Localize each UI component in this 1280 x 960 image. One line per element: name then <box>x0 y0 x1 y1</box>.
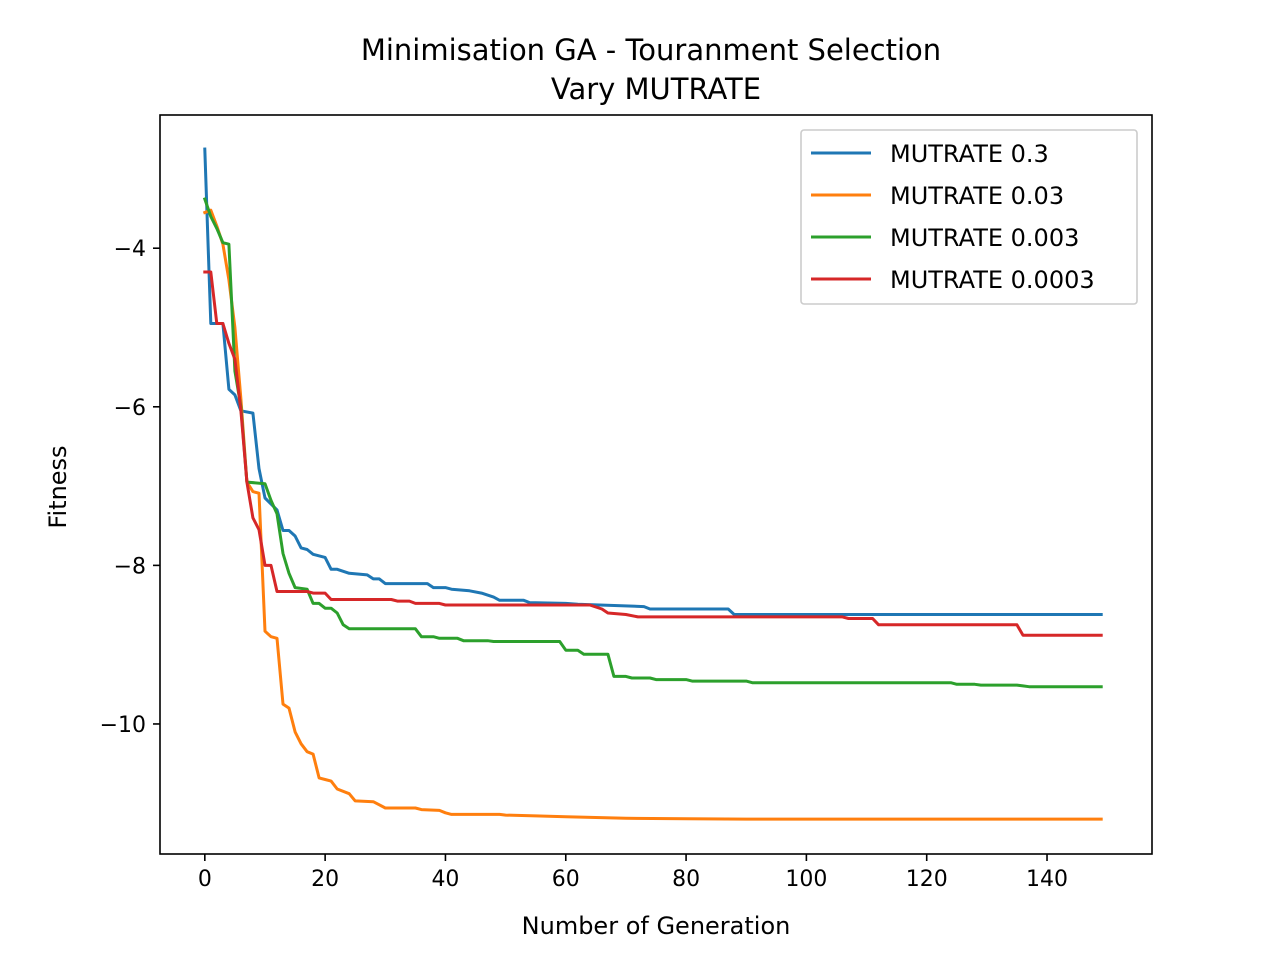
x-tick-label: 120 <box>906 867 948 892</box>
series-line-2 <box>202 197 1103 689</box>
x-tick-label: 100 <box>785 867 827 892</box>
x-tick-label: 40 <box>431 867 459 892</box>
x-tick-label: 80 <box>672 867 700 892</box>
legend-box <box>800 129 1138 305</box>
legend-label: MUTRATE 0.003 <box>890 224 1079 252</box>
plot-frame <box>159 114 1153 855</box>
plot-lines <box>202 147 1103 821</box>
axis-ticks: 0 20 40 60 80 100 120 140 −10 −8 −6 −4 <box>100 237 1068 892</box>
x-axis-title: Number of Generation <box>522 912 791 940</box>
chart-subtitle: Vary MUTRATE <box>551 72 761 106</box>
legend-label: MUTRATE 0.03 <box>890 182 1064 210</box>
legend: MUTRATE 0.3 MUTRATE 0.03 MUTRATE 0.003 MUTR… <box>800 129 1138 305</box>
x-tick-label: 60 <box>552 867 580 892</box>
y-tick-label: −10 <box>100 713 146 738</box>
y-axis-title: Fitness <box>44 445 72 528</box>
y-tick-label: −4 <box>114 237 146 262</box>
series-line-0 <box>203 147 1103 616</box>
y-tick-label: −6 <box>114 396 146 421</box>
x-tick-label: 140 <box>1026 867 1068 892</box>
x-tick-label: 20 <box>311 867 339 892</box>
y-tick-label: −8 <box>114 554 146 579</box>
legend-label: MUTRATE 0.3 <box>890 140 1049 168</box>
legend-label: MUTRATE 0.0003 <box>890 266 1095 294</box>
chart-title: Minimisation GA - Touranment Selection <box>361 33 941 67</box>
series-line-3 <box>203 270 1103 637</box>
x-tick-label: 0 <box>198 867 212 892</box>
